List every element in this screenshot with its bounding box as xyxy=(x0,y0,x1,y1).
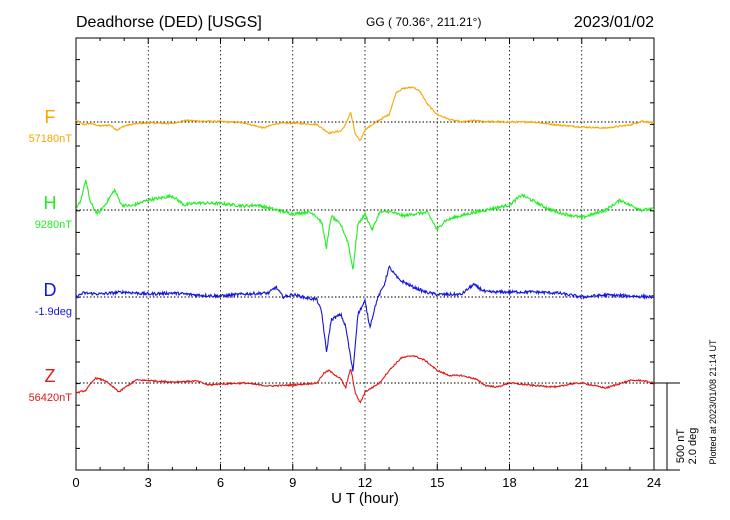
series-baseline-D: -1.9deg xyxy=(35,306,72,318)
x-tick-label: 6 xyxy=(217,475,224,490)
x-tick-label: 12 xyxy=(358,475,372,490)
x-tick-label: 18 xyxy=(502,475,516,490)
x-tick-label: 3 xyxy=(145,475,152,490)
baselines xyxy=(76,121,654,384)
plotted-at-footer: Plotted at 2023/01/08 21:14 UT xyxy=(708,339,718,465)
scale-bar-deg-label: 2.0 deg xyxy=(687,428,699,465)
trace-F xyxy=(75,86,655,141)
series-name-Z: Z xyxy=(45,366,56,386)
series-labels: F 57180nT H 9280nT D -1.9deg Z 56420nT xyxy=(29,107,73,404)
scale-bar-nt-label: 500 nT xyxy=(675,429,687,464)
series-baseline-Z: 56420nT xyxy=(29,392,73,404)
station-coordinates: GG ( 70.36°, 211.21°) xyxy=(366,15,481,29)
x-tick-label: 0 xyxy=(72,475,79,490)
x-tick-label: 21 xyxy=(575,475,589,490)
station-title: Deadhorse (DED) [USGS] xyxy=(76,14,262,31)
trace-Z xyxy=(75,354,655,404)
x-tick-label: 24 xyxy=(647,475,661,490)
traces xyxy=(75,86,655,404)
series-name-D: D xyxy=(44,280,57,300)
trace-H xyxy=(75,179,655,270)
series-name-F: F xyxy=(45,107,56,127)
series-baseline-F: 57180nT xyxy=(29,133,73,145)
x-tick-label: 15 xyxy=(430,475,444,490)
x-tick-labels: 0 3 6 9 12 15 18 21 24 xyxy=(72,475,661,490)
plot-date: 2023/01/02 xyxy=(574,14,654,31)
series-baseline-H: 9280nT xyxy=(35,219,73,231)
x-tick-label: 9 xyxy=(289,475,296,490)
series-name-H: H xyxy=(44,193,57,213)
vertical-gridlines xyxy=(147,38,583,470)
axis-ticks xyxy=(75,38,655,470)
trace-D xyxy=(75,265,655,372)
x-axis-label: U T (hour) xyxy=(331,490,399,507)
